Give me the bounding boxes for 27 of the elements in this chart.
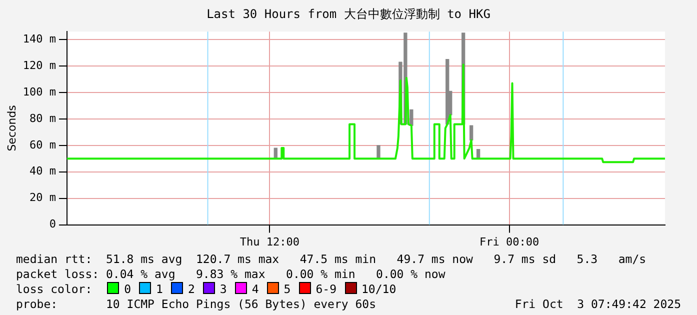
text: 5	[284, 282, 291, 296]
text: median rtt: 51.8 ms avg 120.7 ms max 47.5 ms min 49.7 ms now 9.7 ms sd 5.3 am/s	[16, 252, 646, 267]
text: 2	[188, 282, 195, 296]
y-axis-title: Seconds	[5, 104, 18, 152]
text: 0	[124, 282, 132, 296]
y-tick-label: 40 m	[30, 164, 56, 178]
text: 4	[252, 282, 259, 296]
text: loss color:	[16, 282, 92, 296]
bar	[469, 125, 474, 140]
text: 10/10	[362, 282, 396, 296]
text: packet loss: 0.04 % avg 9.83 % max 0.00 % min 0.00 % now	[16, 267, 446, 282]
text: 1	[156, 282, 163, 296]
y-tick-label: 120 m	[22, 58, 56, 72]
x-tick-label: Fri 00:00	[479, 235, 540, 248]
text: Fri Oct 3 07:49:42 2025	[514, 297, 681, 311]
y-tick-label: 0	[49, 218, 56, 231]
y-tick-label: 60 m	[30, 138, 56, 152]
y-tick-label: 20 m	[30, 191, 56, 204]
text: 6-9	[316, 282, 336, 296]
y-tick-label: 140 m	[22, 32, 56, 46]
chart-title: Last 30 Hours from 大台中數位浮動制 to HKG	[206, 6, 492, 23]
text: probe: 10 ICMP Echo Pings (56 Bytes) every 60s	[16, 297, 376, 311]
x-tick-label: Thu 12:00	[240, 235, 300, 248]
text: 3	[220, 282, 227, 296]
y-tick-label: 80 m	[30, 112, 56, 125]
y-tick-label: 100 m	[22, 85, 56, 98]
bar	[410, 109, 414, 126]
